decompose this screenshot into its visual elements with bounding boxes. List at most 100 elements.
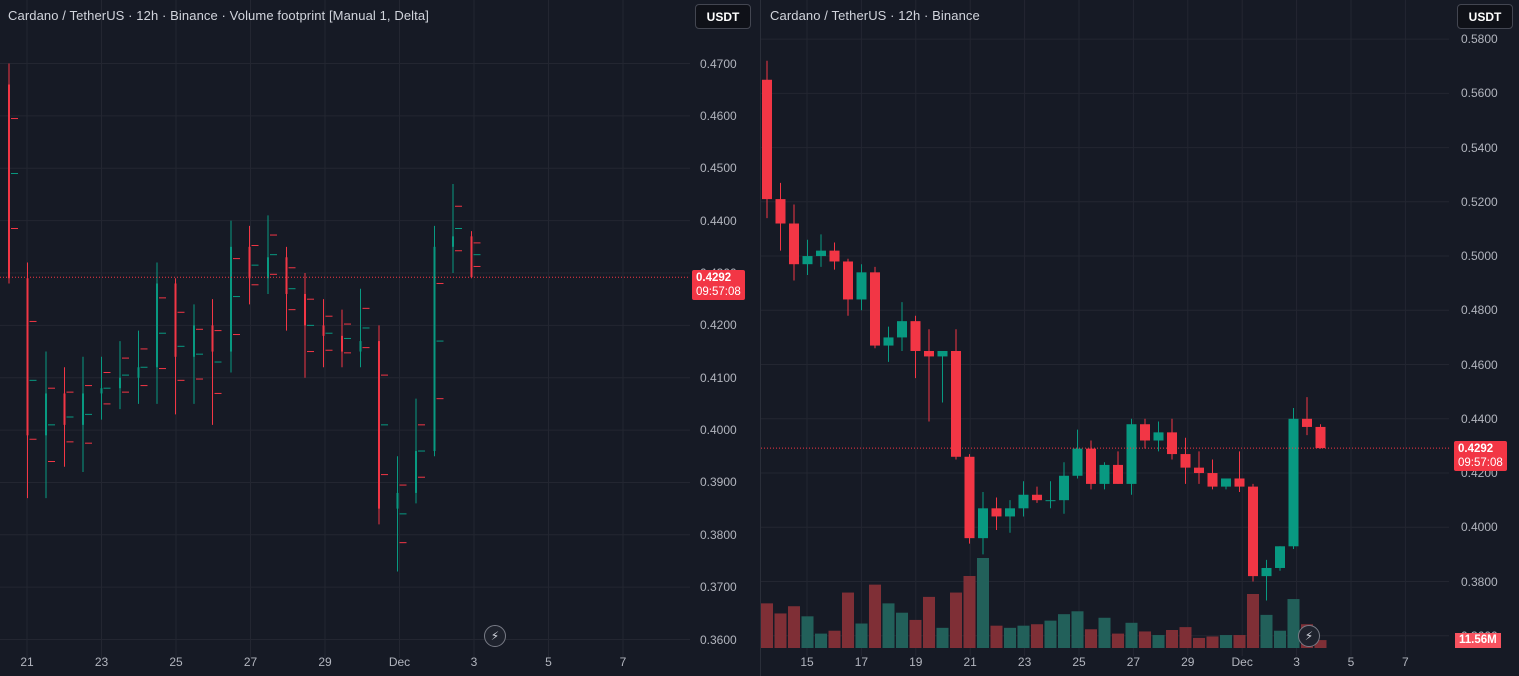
candle-body	[1302, 418, 1312, 427]
volume-bar	[1098, 617, 1111, 648]
candle-body	[82, 393, 84, 425]
volume-bar	[1287, 599, 1300, 648]
volume-bar	[1220, 635, 1232, 648]
candle-body	[883, 337, 894, 346]
price-tick-label: 0.3900	[700, 475, 737, 490]
left-chart-canvas[interactable]	[0, 0, 760, 676]
candle-body	[452, 236, 454, 247]
left-last-price: 0.4292	[696, 272, 732, 285]
time-tick-label: 27	[243, 655, 258, 669]
lightning-icon: ⚡	[1304, 629, 1314, 643]
time-tick-label: 23	[94, 655, 109, 669]
right-countdown: 09:57:08	[1458, 457, 1503, 470]
candle-body	[359, 341, 362, 352]
price-tick-label: 0.5400	[1461, 140, 1498, 155]
right-chart-pane[interactable]: Cardano / TetherUS · 12h · Binance USDT …	[761, 0, 1519, 676]
volume-bar	[923, 596, 935, 648]
candle-body	[843, 261, 853, 300]
time-tick-label: 17	[854, 655, 869, 669]
candle-body	[1221, 478, 1231, 487]
left-chart-title: Cardano / TetherUS · 12h · Binance · Vol…	[8, 8, 429, 23]
left-chart-pane[interactable]: Cardano / TetherUS · 12h · Binance · Vol…	[0, 0, 760, 676]
volume-bar	[950, 592, 962, 648]
volume-bar	[1233, 635, 1246, 648]
candle-body	[1086, 448, 1096, 484]
time-tick-label: 15	[800, 655, 814, 669]
volume-bar	[936, 627, 949, 648]
volume-bar	[1260, 614, 1273, 648]
price-tick-label: 0.5000	[1461, 249, 1498, 264]
volume-bar	[1193, 637, 1205, 648]
right-currency-button[interactable]: USDT	[1457, 4, 1513, 29]
price-tick-label: 0.4200	[700, 318, 737, 333]
candle-body	[304, 293, 306, 326]
candle-body	[470, 236, 473, 278]
right-bolt-button[interactable]: ⚡	[1298, 625, 1320, 647]
time-tick-label: 7	[1402, 655, 1409, 669]
price-tick-label: 0.3800	[700, 527, 737, 542]
candle-body	[1099, 464, 1110, 484]
candle-body	[63, 393, 66, 425]
volume-bar	[1031, 624, 1043, 648]
volume-bar	[1179, 627, 1192, 648]
candle-body	[1194, 467, 1204, 474]
price-tick-label: 0.4100	[700, 370, 737, 385]
volume-value-tag: 11.56M	[1455, 633, 1501, 648]
candle-body	[156, 283, 158, 368]
pane-divider[interactable]	[760, 0, 761, 676]
candle-body	[193, 325, 195, 357]
candle-body	[211, 325, 214, 352]
candle-body	[1234, 478, 1245, 487]
time-tick-label: 25	[1072, 655, 1086, 669]
volume-bar	[1206, 636, 1219, 648]
volume-bar	[815, 633, 827, 648]
price-tick-label: 0.4000	[1461, 520, 1498, 535]
price-tick-label: 0.3600	[700, 632, 737, 647]
candle-body	[1045, 500, 1056, 502]
candle-body	[1113, 464, 1123, 484]
candle-body	[897, 321, 907, 338]
candle-body	[396, 492, 399, 509]
left-currency-button[interactable]: USDT	[695, 4, 751, 29]
candle-body	[1032, 494, 1042, 501]
left-bolt-button[interactable]: ⚡	[484, 625, 506, 647]
price-tick-label: 0.4600	[1461, 357, 1498, 372]
candle-body	[789, 223, 799, 265]
volume-bar	[1152, 635, 1165, 648]
volume-bar	[1044, 620, 1057, 648]
candle-body	[285, 257, 288, 294]
volume-bar	[896, 612, 908, 648]
volume-bar	[761, 603, 773, 648]
time-tick-label: Dec	[1231, 655, 1253, 669]
price-tick-label: 0.4800	[1461, 303, 1498, 318]
time-tick-label: 3	[1293, 655, 1300, 669]
volume-bar	[1166, 630, 1178, 648]
volume-bar	[1004, 627, 1016, 648]
price-tick-label: 0.4400	[1461, 411, 1498, 426]
candle-body	[378, 341, 380, 509]
candle-body	[775, 199, 786, 224]
candle-body	[856, 272, 867, 300]
candle-body	[1248, 486, 1258, 577]
candle-body	[991, 508, 1002, 517]
price-tick-label: 0.5800	[1461, 32, 1498, 47]
price-tick-label: 0.4000	[700, 423, 737, 438]
volume-bar	[990, 625, 1003, 648]
time-tick-label: 3	[470, 655, 478, 669]
price-tick-label: 0.5600	[1461, 86, 1498, 101]
candle-body	[137, 367, 140, 378]
candle-body	[1180, 454, 1191, 468]
time-tick-label: 29	[1181, 655, 1195, 669]
right-last-price: 0.4292	[1458, 443, 1494, 456]
volume-bar	[1125, 622, 1138, 648]
candle-body	[951, 350, 961, 457]
candle-body	[119, 377, 121, 389]
right-chart-canvas[interactable]	[761, 0, 1519, 676]
right-last-price-tag: 0.4292 09:57:08	[1454, 441, 1507, 472]
candle-body	[1261, 567, 1272, 577]
candle-body	[45, 393, 47, 436]
candle-body	[802, 256, 813, 265]
candle-body	[964, 456, 975, 539]
volume-bar	[1274, 630, 1286, 648]
time-tick-label: 21	[20, 655, 34, 669]
